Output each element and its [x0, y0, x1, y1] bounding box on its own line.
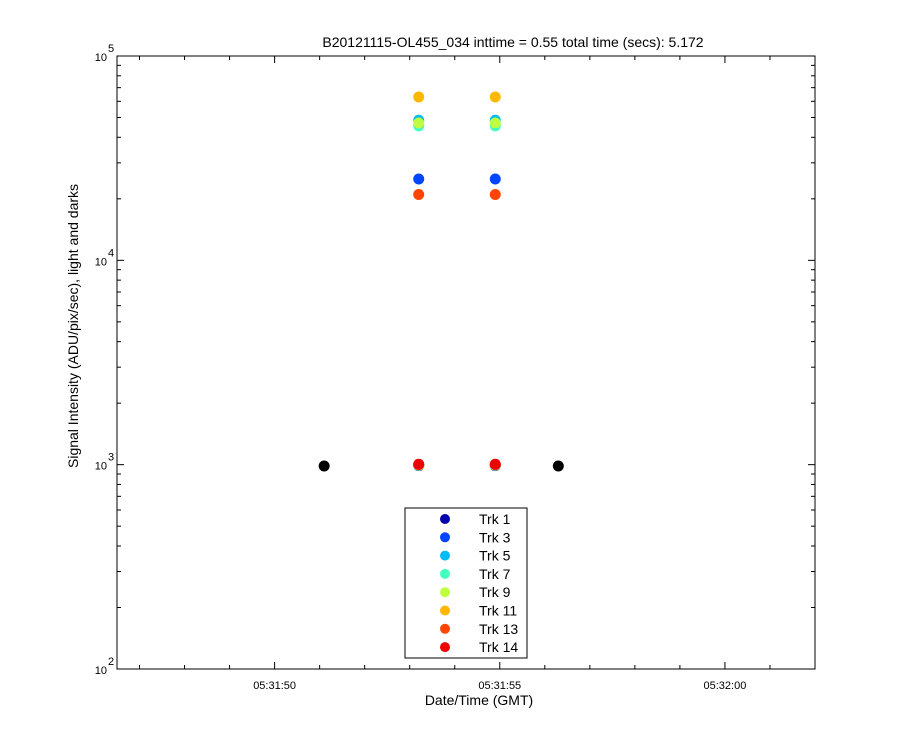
data-point-trk-14	[489, 458, 501, 470]
data-points	[318, 91, 564, 472]
y-tick-label-exponent: 4	[108, 247, 114, 259]
legend-label: Trk 14	[479, 639, 518, 655]
y-tick-label-exponent: 3	[108, 452, 114, 464]
legend-marker	[440, 532, 450, 543]
legend-marker	[440, 642, 450, 653]
y-axis-label: Signal Intensity (ADU/pix/sec), light an…	[65, 184, 81, 468]
dark-point	[552, 460, 564, 472]
dark-point	[318, 460, 330, 472]
x-tick-label: 05:31:55	[478, 680, 521, 692]
legend-label: Trk 7	[479, 566, 511, 582]
data-point-trk-3	[413, 173, 425, 185]
x-tick-label: 05:31:50	[253, 680, 296, 692]
data-point-trk-9	[489, 117, 501, 129]
data-point-trk-13	[413, 188, 425, 200]
legend-marker	[440, 605, 450, 616]
data-point-trk-13	[489, 188, 501, 200]
legend-label: Trk 13	[479, 621, 518, 637]
data-point-trk-11	[489, 91, 501, 103]
data-point-trk-9	[413, 117, 425, 129]
y-tick-label-base: 10	[95, 665, 107, 677]
y-tick-label-base: 10	[95, 256, 107, 268]
x-tick-label: 05:32:00	[704, 680, 747, 692]
y-tick-label-base: 10	[95, 461, 107, 473]
legend-marker	[440, 587, 450, 598]
legend-label: Trk 5	[479, 548, 511, 564]
data-point-trk-3	[489, 173, 501, 185]
x-axis-label: Date/Time (GMT)	[425, 692, 533, 708]
legend-marker	[440, 550, 450, 561]
legend-marker	[440, 623, 450, 634]
y-tick-label-base: 10	[95, 52, 107, 64]
legend-label: Trk 11	[479, 603, 517, 619]
legend-label: Trk 9	[479, 584, 511, 600]
data-point-trk-11	[413, 91, 425, 103]
y-tick-label-exponent: 5	[108, 43, 114, 55]
data-point-trk-14	[413, 458, 425, 470]
chart-title: B20121115-OL455_034 inttime = 0.55 total…	[322, 34, 703, 50]
legend-label: Trk 1	[479, 511, 511, 527]
legend-box	[404, 507, 528, 659]
legend-marker	[440, 568, 450, 579]
tick-marks	[117, 55, 816, 670]
y-tick-label-exponent: 2	[108, 656, 114, 668]
legend: Trk 1 Trk 3 Trk 5 Trk 7 Trk 9 Trk 11 Trk 13 Trk…	[404, 507, 528, 659]
legend-label: Trk 3	[479, 529, 511, 545]
legend-marker	[440, 514, 450, 524]
x-tick-labels: 05:31:50 05:31:55 05:32:00	[253, 680, 746, 692]
